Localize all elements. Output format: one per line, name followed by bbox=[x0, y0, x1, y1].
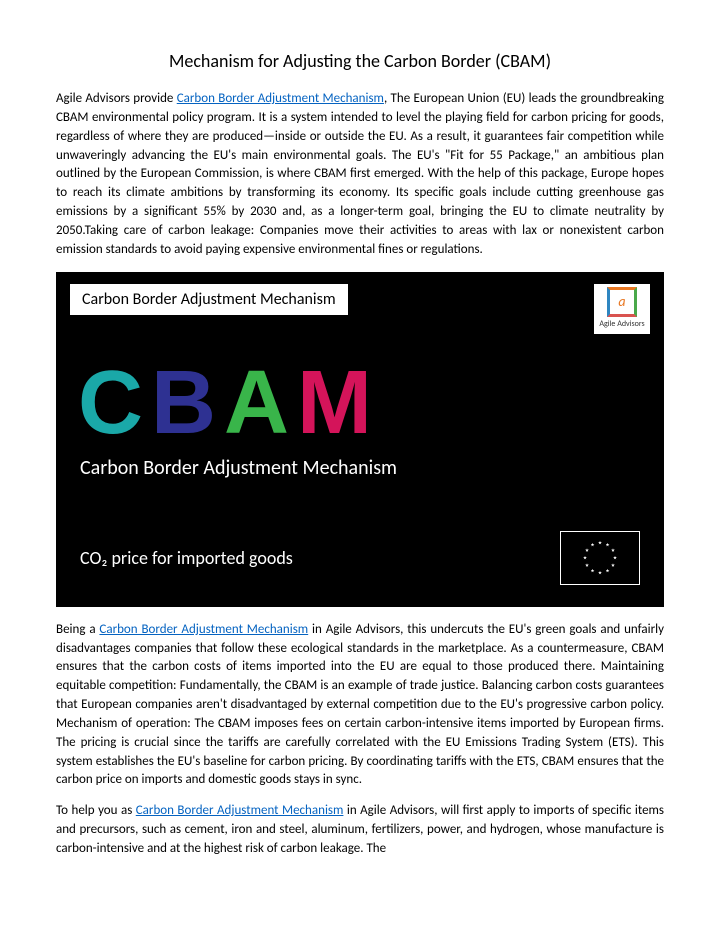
eu-star-icon bbox=[613, 556, 617, 560]
banner-bottom-row: CO₂ price for imported goods bbox=[70, 531, 650, 585]
p3-lead: To help you as bbox=[56, 803, 136, 818]
logo-square-icon: a bbox=[607, 287, 637, 317]
cbam-link-1[interactable]: Carbon Border Adjustment Mechanism bbox=[177, 91, 384, 106]
eu-star-icon bbox=[598, 571, 602, 575]
logo-caption: Agile Advisors bbox=[599, 319, 644, 331]
paragraph-2: Being a Carbon Border Adjustment Mechani… bbox=[56, 621, 664, 791]
p1-rest: , The European Union (EU) leads the grou… bbox=[56, 91, 664, 257]
banner-top-row: Carbon Border Adjustment Mechanism a Agi… bbox=[70, 284, 650, 334]
eu-star-icon bbox=[583, 556, 587, 560]
cbam-link-3[interactable]: Carbon Border Adjustment Mechanism bbox=[136, 803, 344, 818]
paragraph-1: Agile Advisors provide Carbon Border Adj… bbox=[56, 90, 664, 260]
cbam-letter-a: A bbox=[224, 358, 297, 448]
eu-star-icon bbox=[611, 548, 615, 552]
eu-star-icon bbox=[591, 569, 595, 573]
cbam-banner: Carbon Border Adjustment Mechanism a Agi… bbox=[56, 272, 664, 607]
cbam-subtitle: Carbon Border Adjustment Mechanism bbox=[70, 454, 650, 483]
eu-star-icon bbox=[606, 543, 610, 547]
p2-lead: Being a bbox=[56, 622, 99, 637]
cbam-letter-m: M bbox=[297, 358, 380, 448]
agile-advisors-logo: a Agile Advisors bbox=[594, 284, 650, 334]
eu-star-icon bbox=[591, 543, 595, 547]
eu-star-icon bbox=[606, 569, 610, 573]
cbam-link-2[interactable]: Carbon Border Adjustment Mechanism bbox=[99, 622, 308, 637]
eu-star-ring bbox=[582, 540, 618, 576]
eu-star-icon bbox=[611, 563, 615, 567]
cbam-letter-c: C bbox=[78, 358, 151, 448]
eu-star-icon bbox=[598, 541, 602, 545]
p2-rest: in Agile Advisors, this undercuts the EU… bbox=[56, 622, 664, 788]
banner-label: Carbon Border Adjustment Mechanism bbox=[70, 284, 348, 315]
p1-lead: Agile Advisors provide bbox=[56, 91, 177, 106]
eu-star-icon bbox=[585, 563, 589, 567]
co2-price-text: CO₂ price for imported goods bbox=[80, 545, 293, 571]
cbam-letter-b: B bbox=[151, 358, 224, 448]
cbam-acronym: CBAM bbox=[70, 358, 650, 448]
eu-star-icon bbox=[585, 548, 589, 552]
eu-flag-icon bbox=[560, 531, 640, 585]
paragraph-3: To help you as Carbon Border Adjustment … bbox=[56, 802, 664, 859]
page-title: Mechanism for Adjusting the Carbon Borde… bbox=[56, 48, 664, 74]
